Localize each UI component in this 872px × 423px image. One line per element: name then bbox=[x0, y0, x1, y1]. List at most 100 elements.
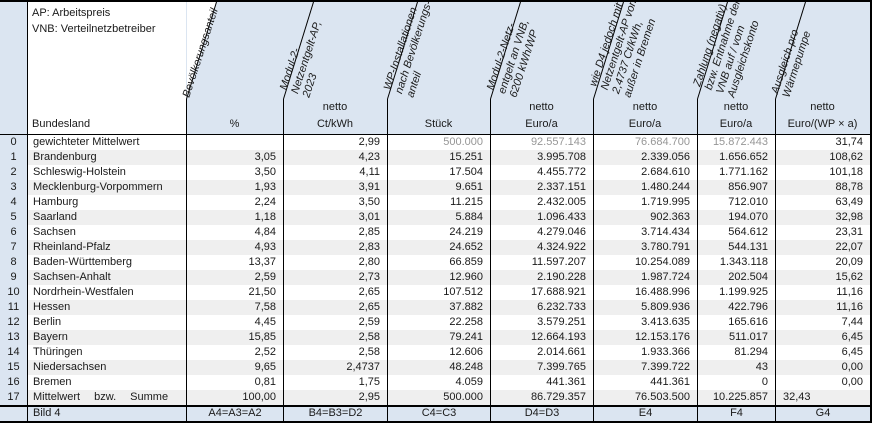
value-cell: 21,50 bbox=[186, 285, 283, 300]
table-row: 1 Brandenburg 3,05 4,23 15.251 3.995.708 2.339… bbox=[0, 150, 870, 165]
value-cell: 4.059 bbox=[387, 375, 490, 390]
bottom-edge bbox=[0, 421, 870, 423]
value-cell: 6,45 bbox=[775, 330, 870, 345]
value-cell: 3,01 bbox=[283, 210, 387, 225]
value-cell: 10.225.857 bbox=[697, 390, 775, 405]
value-cell: 76.503.500 bbox=[593, 390, 697, 405]
bundesland-cell: Berlin bbox=[27, 315, 186, 330]
value-cell: 3,50 bbox=[186, 165, 283, 180]
bundesland-cell: Mittelwert bzw. Summe bbox=[27, 390, 186, 405]
table-row: 14 Thüringen 2,52 2,58 12.606 2.014.661 1.933.… bbox=[0, 345, 870, 360]
value-cell: 5.809.936 bbox=[593, 300, 697, 315]
value-cell: 24.652 bbox=[387, 240, 490, 255]
value-cell: 856.907 bbox=[697, 180, 775, 195]
value-cell: 4.455.772 bbox=[490, 165, 593, 180]
value-cell: 0,00 bbox=[775, 375, 870, 390]
abbreviation-legend: AP: Arbeitspreis VNB: Verteilnetzbetreib… bbox=[32, 5, 156, 37]
value-cell: 4,23 bbox=[283, 150, 387, 165]
column-netto-label: netto bbox=[723, 101, 749, 113]
value-cell: 4.324.922 bbox=[490, 240, 593, 255]
value-cell: 23,31 bbox=[775, 225, 870, 240]
row-index: 1 bbox=[0, 150, 27, 165]
value-cell: 1,93 bbox=[186, 180, 283, 195]
value-cell: 2.339.056 bbox=[593, 150, 697, 165]
header-gridlines bbox=[186, 2, 806, 134]
value-cell: 7.399.765 bbox=[490, 360, 593, 375]
value-cell: 66.859 bbox=[387, 255, 490, 270]
value-cell: 22,07 bbox=[775, 240, 870, 255]
footer-index-cell bbox=[0, 407, 27, 421]
value-cell: 92.557.143 bbox=[490, 135, 593, 150]
value-cell: 107.512 bbox=[387, 285, 490, 300]
column-unit-label: Euro/(WP × a) bbox=[787, 118, 858, 130]
value-cell: 12.153.176 bbox=[593, 330, 697, 345]
value-cell: 43 bbox=[697, 360, 775, 375]
value-cell: 1,18 bbox=[186, 210, 283, 225]
row-index: 11 bbox=[0, 300, 27, 315]
table-header: AP: Arbeitspreis VNB: Verteilnetzbetreib… bbox=[0, 2, 870, 135]
value-cell: 2,52 bbox=[186, 345, 283, 360]
value-cell bbox=[186, 135, 283, 150]
value-cell: 81.294 bbox=[697, 345, 775, 360]
value-cell: 2,4737 bbox=[283, 360, 387, 375]
value-cell: 0,81 bbox=[186, 375, 283, 390]
value-cell: 4,45 bbox=[186, 315, 283, 330]
value-cell: 1.199.925 bbox=[697, 285, 775, 300]
value-cell: 6,45 bbox=[775, 345, 870, 360]
value-cell: 4,84 bbox=[186, 225, 283, 240]
table-row: 17 Mittelwert bzw. Summe 100,00 2,95 500.000… bbox=[0, 390, 870, 405]
value-cell: 15,85 bbox=[186, 330, 283, 345]
value-cell: 24.219 bbox=[387, 225, 490, 240]
value-cell: 76.684.700 bbox=[593, 135, 697, 150]
value-cell: 15.872.443 bbox=[697, 135, 775, 150]
value-cell: 3.413.635 bbox=[593, 315, 697, 330]
column-unit-label: Euro/a bbox=[719, 118, 753, 130]
row-index: 14 bbox=[0, 345, 27, 360]
bundesland-cell: Hamburg bbox=[27, 195, 186, 210]
value-cell: 2.337.151 bbox=[490, 180, 593, 195]
row-index: 7 bbox=[0, 240, 27, 255]
column-netto-label: netto bbox=[322, 101, 348, 113]
value-cell: 2,85 bbox=[283, 225, 387, 240]
value-cell: 15.251 bbox=[387, 150, 490, 165]
value-cell: 2,58 bbox=[283, 345, 387, 360]
value-cell: 2.190.228 bbox=[490, 270, 593, 285]
table-row: 9 Sachsen-Anhalt 2,59 2,73 12.960 2.190.228 1.… bbox=[0, 270, 870, 285]
value-cell: 902.363 bbox=[593, 210, 697, 225]
value-cell: 4,11 bbox=[283, 165, 387, 180]
row-index: 12 bbox=[0, 315, 27, 330]
value-cell: 441.361 bbox=[593, 375, 697, 390]
value-cell: 1.933.366 bbox=[593, 345, 697, 360]
value-cell: 9,65 bbox=[186, 360, 283, 375]
value-cell: 2,95 bbox=[283, 390, 387, 405]
value-cell: 0,00 bbox=[775, 360, 870, 375]
table-row: 4 Hamburg 2,24 3,50 11.215 2.432.005 1.719.995… bbox=[0, 195, 870, 210]
row-index: 4 bbox=[0, 195, 27, 210]
value-cell: 22.258 bbox=[387, 315, 490, 330]
header-note-box bbox=[27, 2, 186, 134]
bundesland-cell: Schleswig-Holstein bbox=[27, 165, 186, 180]
value-cell: 20,09 bbox=[775, 255, 870, 270]
column-unit-label: Euro/a bbox=[628, 118, 662, 130]
value-cell: 7,44 bbox=[775, 315, 870, 330]
footer-cell: D4=D3 bbox=[490, 407, 593, 421]
row-index: 15 bbox=[0, 360, 27, 375]
row-index: 0 bbox=[0, 135, 27, 150]
value-cell: 48.248 bbox=[387, 360, 490, 375]
bundesland-cell: Bremen bbox=[27, 375, 186, 390]
bundesland-cell: Rheinland-Pfalz bbox=[27, 240, 186, 255]
value-cell: 1.719.995 bbox=[593, 195, 697, 210]
row-index: 9 bbox=[0, 270, 27, 285]
value-cell: 712.010 bbox=[697, 195, 775, 210]
table-row: 16 Bremen 0,81 1,75 4.059 441.361 441.361 0 0,00 bbox=[0, 375, 870, 390]
table-row: 5 Saarland 1,18 3,01 5.884 1.096.433 902.363 19… bbox=[0, 210, 870, 225]
value-cell: 2,65 bbox=[283, 300, 387, 315]
value-cell: 10.254.089 bbox=[593, 255, 697, 270]
bundesland-cell: Sachsen bbox=[27, 225, 186, 240]
bundesland-cell: Mecklenburg-Vorpommern bbox=[27, 180, 186, 195]
value-cell: 37.882 bbox=[387, 300, 490, 315]
row-index: 3 bbox=[0, 180, 27, 195]
value-cell: 2,65 bbox=[283, 285, 387, 300]
table-row: 2 Schleswig-Holstein 3,50 4,11 17.504 4.455.7… bbox=[0, 165, 870, 180]
